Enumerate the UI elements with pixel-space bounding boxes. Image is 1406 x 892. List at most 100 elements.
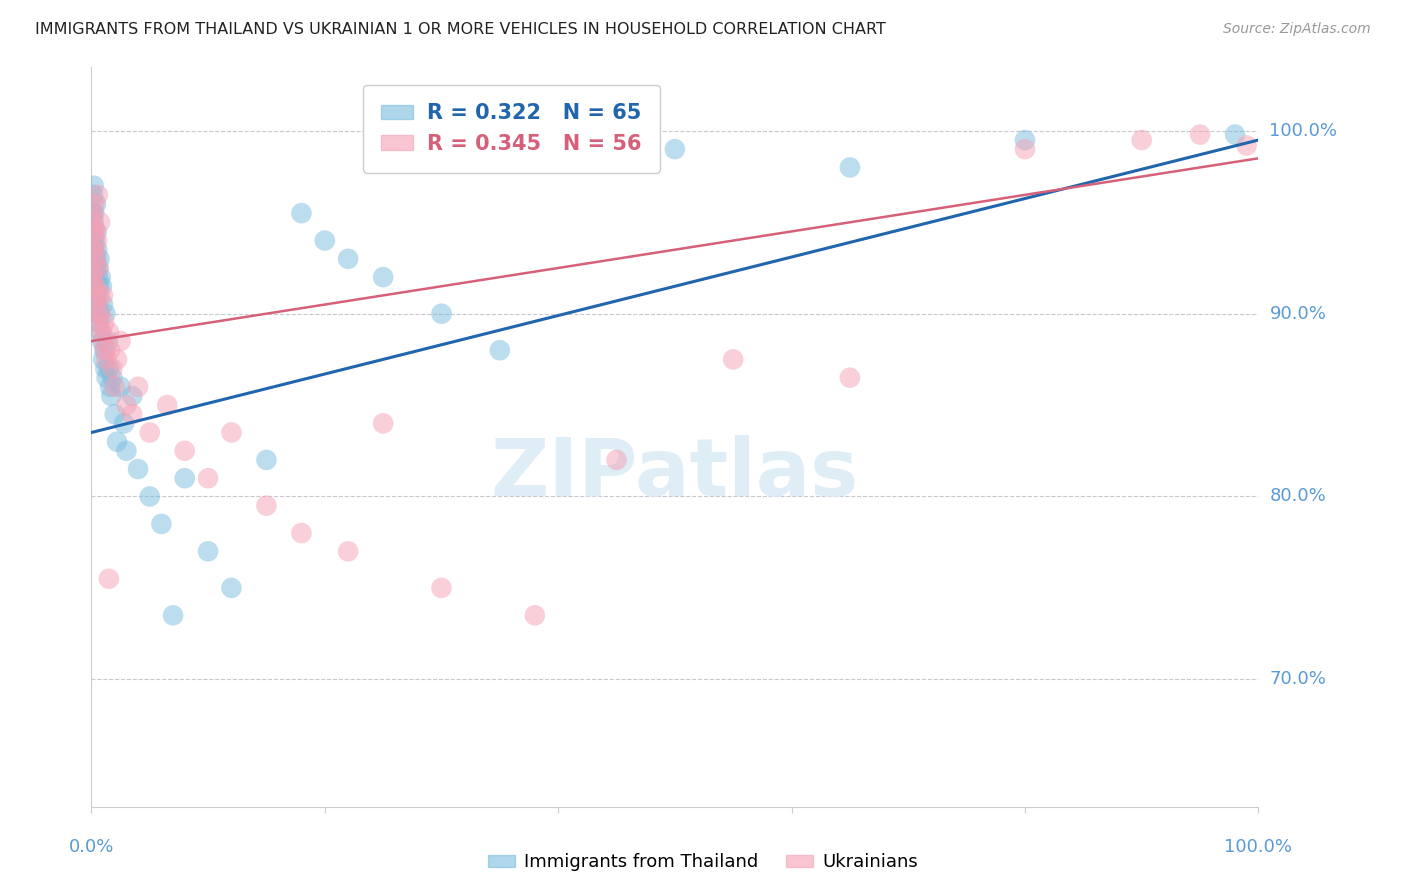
Point [97, 572, 120, 586]
Text: 0.0%: 0.0% [69, 838, 114, 855]
Point [98, 343, 121, 358]
Point [547, 151, 569, 165]
Text: Source: ZipAtlas.com: Source: ZipAtlas.com [1223, 22, 1371, 37]
Point [87, 316, 110, 330]
Text: ZIPatlas: ZIPatlas [491, 435, 859, 513]
Point [173, 443, 195, 458]
Point [605, 453, 627, 467]
Point [138, 490, 162, 504]
Text: 100.0%: 100.0% [1225, 838, 1292, 855]
Point [221, 581, 243, 595]
Point [84, 224, 107, 238]
Point [112, 417, 135, 431]
Point [82, 187, 104, 202]
Point [197, 471, 219, 485]
Point [86, 288, 108, 302]
Point [90, 279, 112, 293]
Point [94, 307, 117, 321]
Point [110, 380, 132, 394]
Point [1130, 133, 1153, 147]
Point [83, 215, 105, 229]
Point [82, 243, 104, 257]
Point [91, 297, 114, 311]
Point [83, 270, 105, 285]
Point [371, 417, 394, 431]
Point [84, 307, 107, 321]
Text: 90.0%: 90.0% [1270, 305, 1326, 323]
Point [110, 334, 132, 348]
Point [104, 380, 127, 394]
Point [100, 389, 122, 403]
Legend: R = 0.322   N = 65, R = 0.345   N = 56: R = 0.322 N = 65, R = 0.345 N = 56 [363, 85, 661, 173]
Point [173, 471, 195, 485]
Point [371, 270, 394, 285]
Point [84, 252, 107, 266]
Point [838, 370, 860, 384]
Point [83, 206, 105, 220]
Point [87, 279, 110, 293]
Point [1014, 142, 1036, 156]
Point [290, 206, 312, 220]
Point [96, 370, 118, 384]
Point [430, 581, 453, 595]
Point [104, 407, 127, 421]
Point [84, 197, 107, 211]
Point [1014, 133, 1036, 147]
Point [1223, 128, 1246, 142]
Point [83, 243, 105, 257]
Point [83, 178, 105, 193]
Point [83, 279, 105, 293]
Point [101, 370, 124, 384]
Point [97, 334, 120, 348]
Point [314, 234, 336, 248]
Point [162, 608, 184, 623]
Point [221, 425, 243, 440]
Point [256, 499, 278, 513]
Point [84, 288, 107, 302]
Point [90, 270, 112, 285]
Point [83, 307, 105, 321]
Point [91, 334, 114, 348]
Point [82, 206, 104, 220]
Point [121, 389, 143, 403]
Point [489, 343, 512, 358]
Point [82, 206, 104, 220]
Point [256, 453, 278, 467]
Point [83, 234, 105, 248]
Point [93, 343, 115, 358]
Point [290, 526, 312, 541]
Point [86, 234, 108, 248]
Point [523, 608, 546, 623]
Point [150, 516, 173, 531]
Point [138, 425, 162, 440]
Point [97, 325, 120, 339]
Point [121, 407, 143, 421]
Point [94, 343, 117, 358]
Text: 80.0%: 80.0% [1270, 488, 1326, 506]
Point [94, 361, 117, 376]
Point [84, 260, 107, 275]
Point [89, 288, 111, 302]
Point [82, 288, 104, 302]
Point [91, 352, 114, 367]
Point [82, 234, 104, 248]
Point [105, 352, 128, 367]
Point [83, 243, 105, 257]
Point [82, 215, 104, 229]
Point [83, 224, 105, 238]
Point [90, 325, 112, 339]
Point [83, 197, 105, 211]
Point [98, 380, 121, 394]
Legend: Immigrants from Thailand, Ukrainians: Immigrants from Thailand, Ukrainians [481, 847, 925, 879]
Point [156, 398, 179, 412]
Point [93, 316, 115, 330]
Point [197, 544, 219, 558]
Point [96, 352, 118, 367]
Point [90, 325, 112, 339]
Point [86, 297, 108, 311]
Point [723, 352, 745, 367]
Point [83, 260, 105, 275]
Point [84, 252, 107, 266]
Point [127, 462, 149, 476]
Point [82, 270, 104, 285]
